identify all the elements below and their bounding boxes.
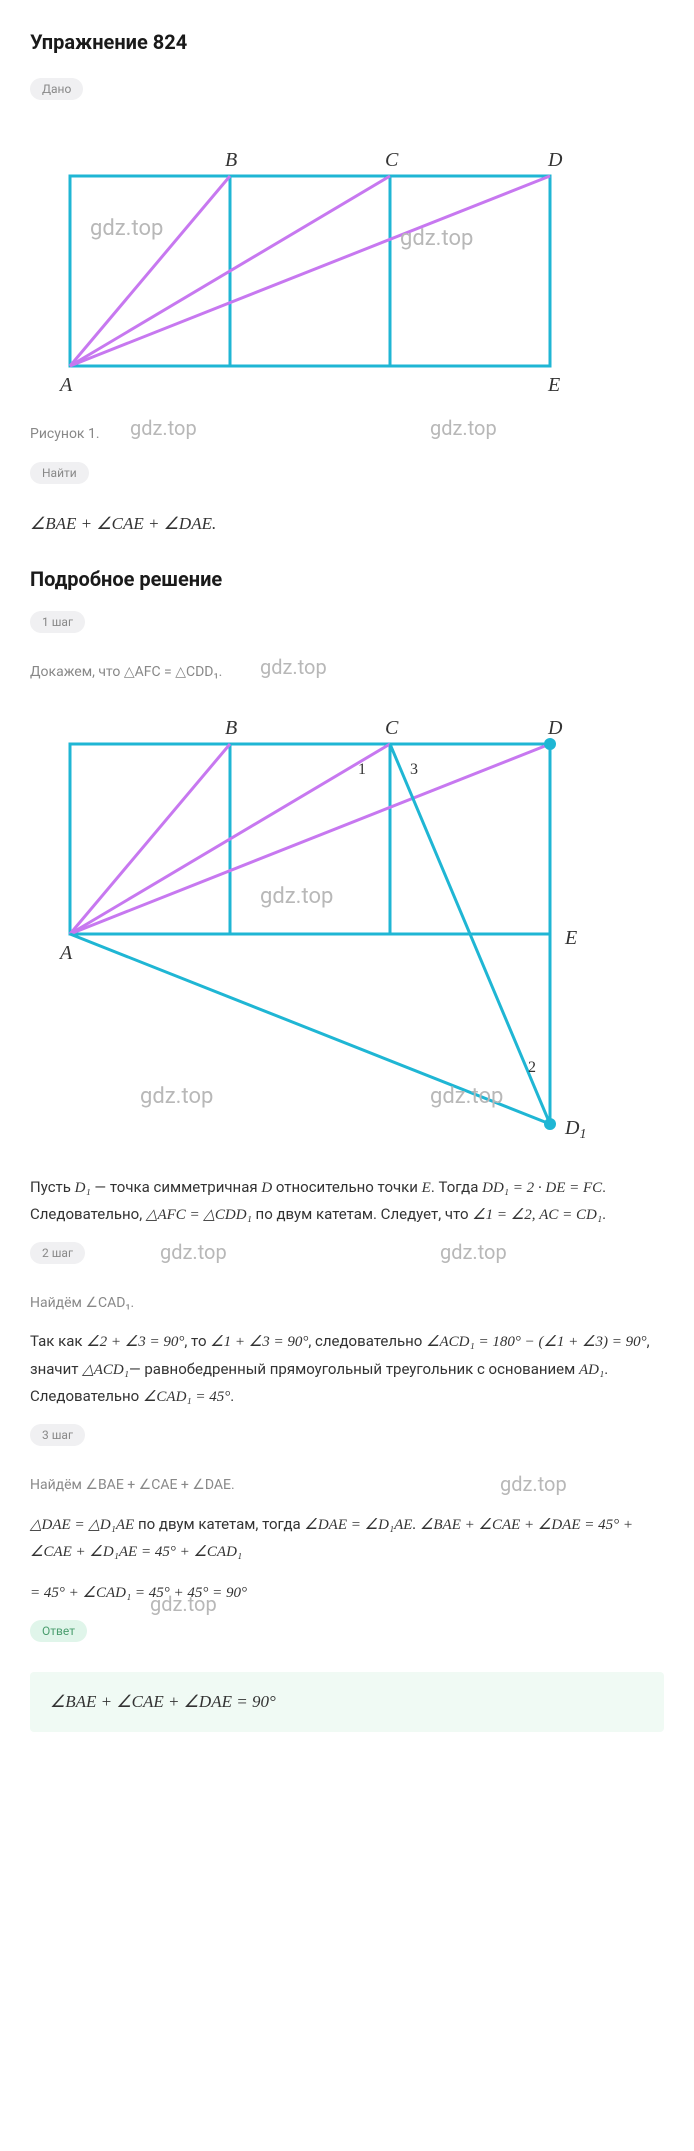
svg-text:A: A	[58, 374, 73, 396]
svg-text:1: 1	[358, 761, 366, 778]
svg-text:A: A	[58, 942, 73, 964]
figure-1-caption: Рисунок 1.	[30, 426, 664, 442]
watermark: gdz.top	[440, 1240, 507, 1264]
svg-text:C: C	[385, 149, 399, 171]
svg-text:C: C	[385, 717, 399, 739]
exercise-title: Упражнение 824	[30, 30, 664, 54]
svg-text:B: B	[225, 717, 237, 739]
find-badge: Найти	[30, 462, 89, 484]
answer-text: ∠BAE + ∠CAE + ∠DAE = 90°	[50, 1692, 276, 1711]
step-1-badge: 1 шаг	[30, 611, 85, 633]
answer-box: ∠BAE + ∠CAE + ∠DAE = 90°	[30, 1672, 664, 1732]
step-3-intro: Найдём ∠BAE + ∠CAE + ∠DAE. gdz.top	[30, 1474, 664, 1496]
watermark: gdz.top	[160, 1240, 227, 1264]
svg-text:E: E	[564, 927, 577, 949]
find-expression: ∠BAE + ∠CAE + ∠DAE.	[30, 510, 664, 537]
paragraph-4: = 45° + ∠CAD₁ = 45° + 45° = 90° gdz.top	[30, 1579, 664, 1606]
svg-text:2: 2	[528, 1059, 536, 1076]
figure-2: A B C D E D1 1 2 3 gdz.top gdz.top gdz.t…	[30, 704, 664, 1144]
step-2-intro: Найдём ∠CAD₁.	[30, 1292, 664, 1314]
step-3-badge: 3 шаг	[30, 1424, 85, 1446]
watermark: gdz.top	[260, 651, 327, 683]
paragraph-2: Так как ∠2 + ∠3 = 90°, то ∠1 + ∠3 = 90°,…	[30, 1328, 664, 1410]
figure-1: A B C D E gdz.top gdz.top	[30, 136, 664, 396]
figure-2-svg: A B C D E D1 1 2 3	[30, 704, 610, 1144]
step-1-intro: Докажем, что △AFC = △CDD₁. gdz.top	[30, 661, 664, 683]
svg-text:D: D	[547, 717, 563, 739]
svg-text:D1: D1	[564, 1117, 586, 1142]
watermark: gdz.top	[500, 1468, 567, 1500]
svg-text:D: D	[547, 149, 563, 171]
answer-badge: Ответ	[30, 1620, 87, 1642]
figure-1-svg: A B C D E	[30, 136, 590, 396]
svg-text:B: B	[225, 149, 237, 171]
svg-text:E: E	[547, 374, 560, 396]
given-badge: Дано	[30, 78, 83, 100]
solution-title: Подробное решение	[30, 567, 664, 591]
paragraph-3: △DAE = △D₁AE по двум катетам, тогда ∠DAE…	[30, 1511, 664, 1566]
step-2-badge: 2 шаг	[30, 1242, 85, 1264]
svg-text:3: 3	[410, 761, 418, 778]
paragraph-1: Пусть D₁ — точка симметричная D относите…	[30, 1174, 664, 1229]
